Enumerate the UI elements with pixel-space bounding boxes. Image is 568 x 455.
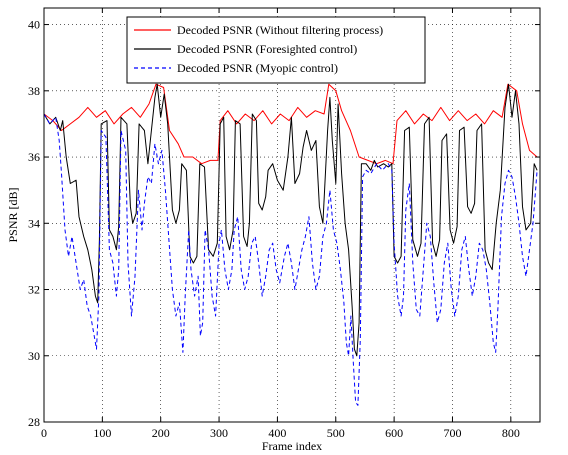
y-tick-label: 32 <box>28 283 40 297</box>
y-axis-label: PSNR [dB] <box>6 187 20 242</box>
y-tick-label: 36 <box>28 150 40 164</box>
legend-box <box>126 16 426 84</box>
x-tick-label: 500 <box>327 426 345 440</box>
y-tick-label: 38 <box>28 84 40 98</box>
x-tick-label: 600 <box>385 426 403 440</box>
legend-label-2: Decoded PSNR (Myopic control) <box>177 61 338 75</box>
y-tick-label: 28 <box>28 415 40 429</box>
y-tick-labels: 28 30 32 34 36 38 40 <box>28 18 40 429</box>
x-tick-label: 300 <box>210 426 228 440</box>
x-tick-label: 200 <box>152 426 170 440</box>
x-tick-label: 0 <box>41 426 47 440</box>
x-tick-labels: 0 100 200 300 400 500 600 700 800 <box>41 426 520 440</box>
x-tick-label: 100 <box>93 426 111 440</box>
series-line-0 <box>43 83 538 165</box>
x-tick-label: 700 <box>443 426 461 440</box>
x-axis-label: Frame index <box>262 439 322 453</box>
plot-frame <box>43 7 541 423</box>
legend: Decoded PSNR (Without filtering process)… <box>126 16 426 84</box>
series-line-2 <box>43 113 538 406</box>
x-tick-label: 800 <box>502 426 520 440</box>
y-tick-label: 30 <box>28 349 40 363</box>
y-tick-label: 34 <box>28 216 40 230</box>
series-line-1 <box>43 83 538 357</box>
x-tick-label: 400 <box>268 426 286 440</box>
y-tick-label: 40 <box>28 18 40 32</box>
axis-ticks <box>43 8 540 423</box>
legend-label-1: Decoded PSNR (Foresighted control) <box>177 42 357 56</box>
legend-label-0: Decoded PSNR (Without filtering process) <box>177 23 383 37</box>
series-group <box>43 83 538 406</box>
